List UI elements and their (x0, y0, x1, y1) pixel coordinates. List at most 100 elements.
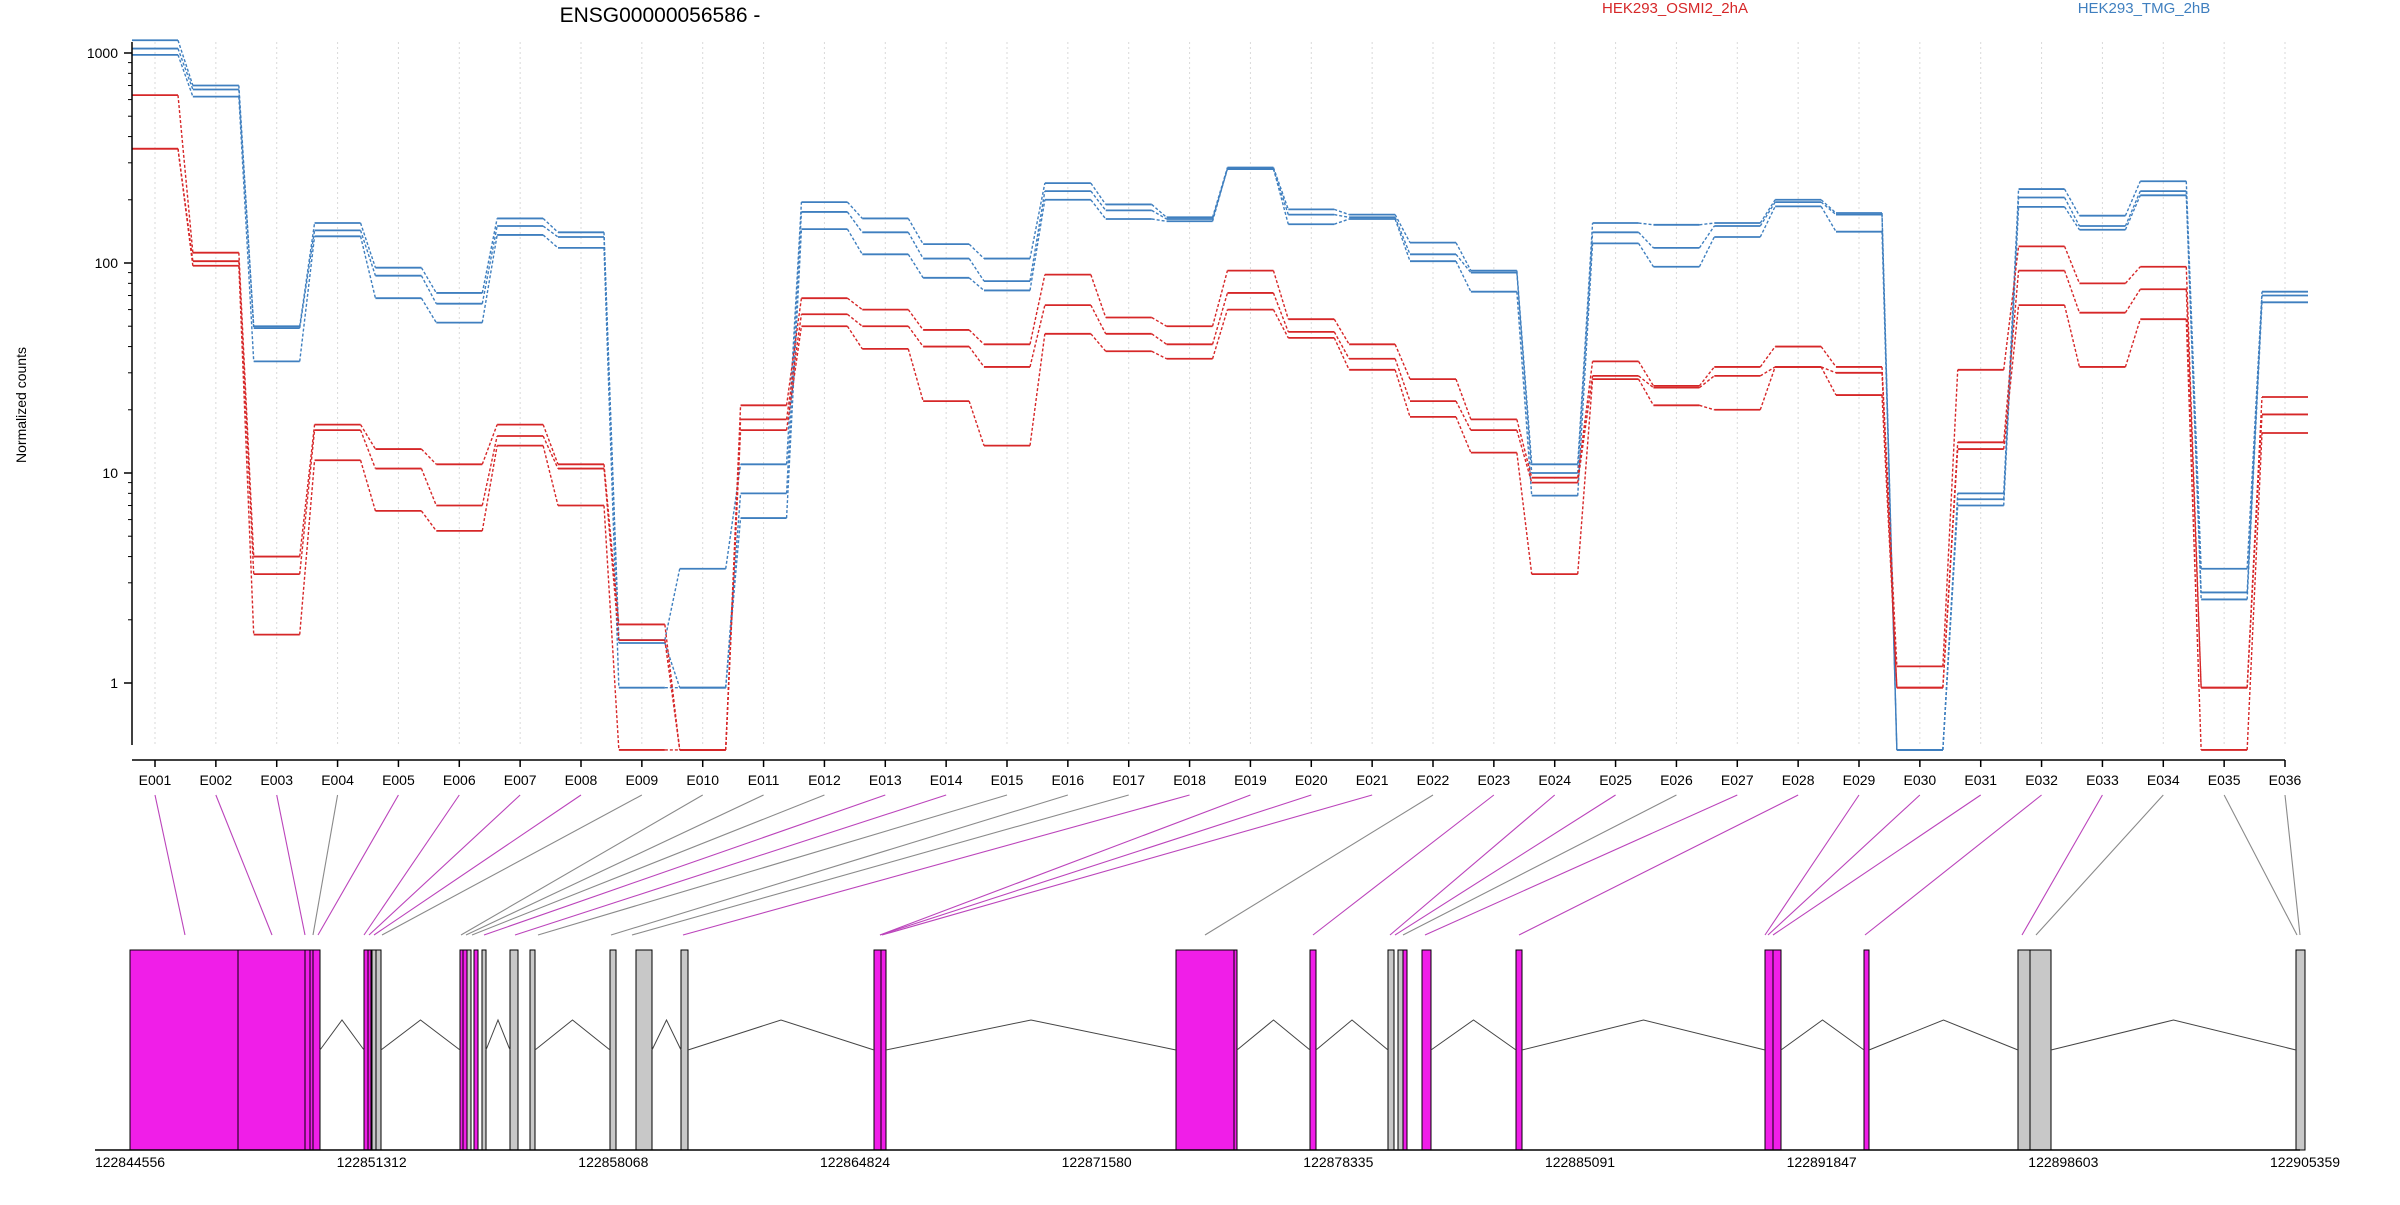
series-connector (1029, 183, 1046, 259)
exon-connector (368, 794, 521, 936)
series-connector (2185, 195, 2202, 600)
exon-block (129, 949, 239, 1151)
x-tick-label: E021 (1356, 772, 1389, 788)
exon-block (237, 949, 306, 1151)
exon-connector (1394, 794, 1616, 936)
exon-connector (1312, 794, 1495, 936)
series-connector (1151, 350, 1167, 360)
exon-connector (373, 794, 582, 936)
genomic-tick-label: 122871580 (1062, 1154, 1132, 1170)
series-connector (2063, 188, 2081, 217)
series-connector (481, 218, 498, 294)
series-connector (907, 218, 924, 245)
exon-connector (1204, 794, 1434, 936)
genomic-tick-label: 122885091 (1545, 1154, 1615, 1170)
x-tick-label: E024 (1538, 772, 1571, 788)
series-connector (177, 40, 194, 86)
series-connector (481, 424, 498, 465)
x-tick-label: E002 (200, 772, 233, 788)
x-tick-label: E019 (1234, 772, 1267, 788)
exon-block (304, 949, 311, 1151)
exon-connector (2284, 794, 2301, 936)
x-tick-label: E009 (626, 772, 659, 788)
x-tick-label: E025 (1599, 772, 1632, 788)
exon-block (462, 949, 468, 1151)
series-connector (542, 424, 559, 465)
x-tick-label: E023 (1478, 772, 1511, 788)
exon-connector (1402, 794, 1677, 936)
genomic-tick-label: 122864824 (820, 1154, 890, 1170)
series-connector (2124, 190, 2141, 227)
series-connector (1820, 366, 1837, 374)
series-connector (725, 430, 742, 750)
series-connector (1090, 199, 1107, 220)
series-connector (420, 297, 437, 324)
series-connector (1942, 369, 1959, 667)
series-connector (1333, 337, 1350, 371)
intron-line (2050, 1019, 2297, 1051)
genomic-tick-label: 122878335 (1303, 1154, 1373, 1170)
exon-connector (1424, 794, 1738, 936)
x-tick-label: E036 (2269, 772, 2302, 788)
series-connector (2124, 180, 2141, 216)
series-connector (177, 48, 194, 90)
series-connector (1272, 168, 1289, 225)
x-tick-label: E008 (565, 772, 598, 788)
series-connector (1698, 236, 1715, 268)
series-connector (481, 435, 498, 506)
series-1 (132, 47, 2308, 751)
series-connector (1455, 242, 1472, 271)
series-connector (1699, 404, 1715, 411)
exon-block (1421, 949, 1432, 1151)
series-connector (2003, 246, 2020, 370)
genomic-coordinate-axis: 122844556 122851312 122858068 122864824 1228… (95, 1149, 2340, 1170)
x-tick-label: E013 (869, 772, 902, 788)
genomic-tick-label: 122858068 (578, 1154, 648, 1170)
series-connector (1698, 366, 1715, 387)
exon-block (466, 949, 472, 1151)
series-connector (2063, 197, 2081, 227)
series-connector (785, 314, 803, 420)
series-connector (420, 510, 437, 532)
series-connector (968, 277, 985, 291)
series-connector (846, 313, 863, 327)
x-tick-label: E022 (1417, 772, 1450, 788)
series-connector (1577, 232, 1594, 474)
series-connector (1820, 346, 1837, 368)
exon-connector (881, 794, 1373, 936)
series-connector (725, 493, 742, 688)
series-connector (2003, 270, 2020, 443)
series-connector (1820, 199, 1837, 214)
series-connector (1090, 190, 1107, 211)
series-connector (1637, 243, 1655, 268)
exon-block (1402, 949, 1408, 1151)
exon-block (1175, 949, 1235, 1151)
exon-connector (1764, 794, 1860, 936)
series-connector (1211, 270, 1229, 327)
series-connector (1394, 217, 1411, 255)
series-connector (1942, 493, 1959, 750)
genomic-tick-label: 122905359 (2270, 1154, 2340, 1170)
exon-connector (276, 794, 306, 936)
x-tick-label: E006 (443, 772, 476, 788)
series-connector (1638, 231, 1654, 249)
series-connector (2246, 295, 2263, 593)
series-connector (2063, 304, 2081, 368)
series-connector (2246, 302, 2263, 600)
series-connector (2246, 414, 2263, 688)
series-connector (907, 253, 924, 279)
series-connector (420, 275, 437, 305)
exon-connector-lines (154, 794, 2301, 936)
exon-block (635, 949, 653, 1151)
series-connector (299, 424, 316, 557)
x-tick-label: E014 (930, 772, 963, 788)
series-connector (907, 325, 924, 347)
legend-entry-tmg: HEK293_TMG_2hB (2078, 0, 2211, 17)
series-connector (1272, 292, 1289, 333)
series-connector (603, 468, 620, 641)
x-tick-label: E032 (2025, 772, 2058, 788)
exon-connector (879, 794, 1312, 936)
exon-block (609, 949, 617, 1151)
series-connector (968, 258, 985, 282)
series-connector (1333, 331, 1350, 360)
